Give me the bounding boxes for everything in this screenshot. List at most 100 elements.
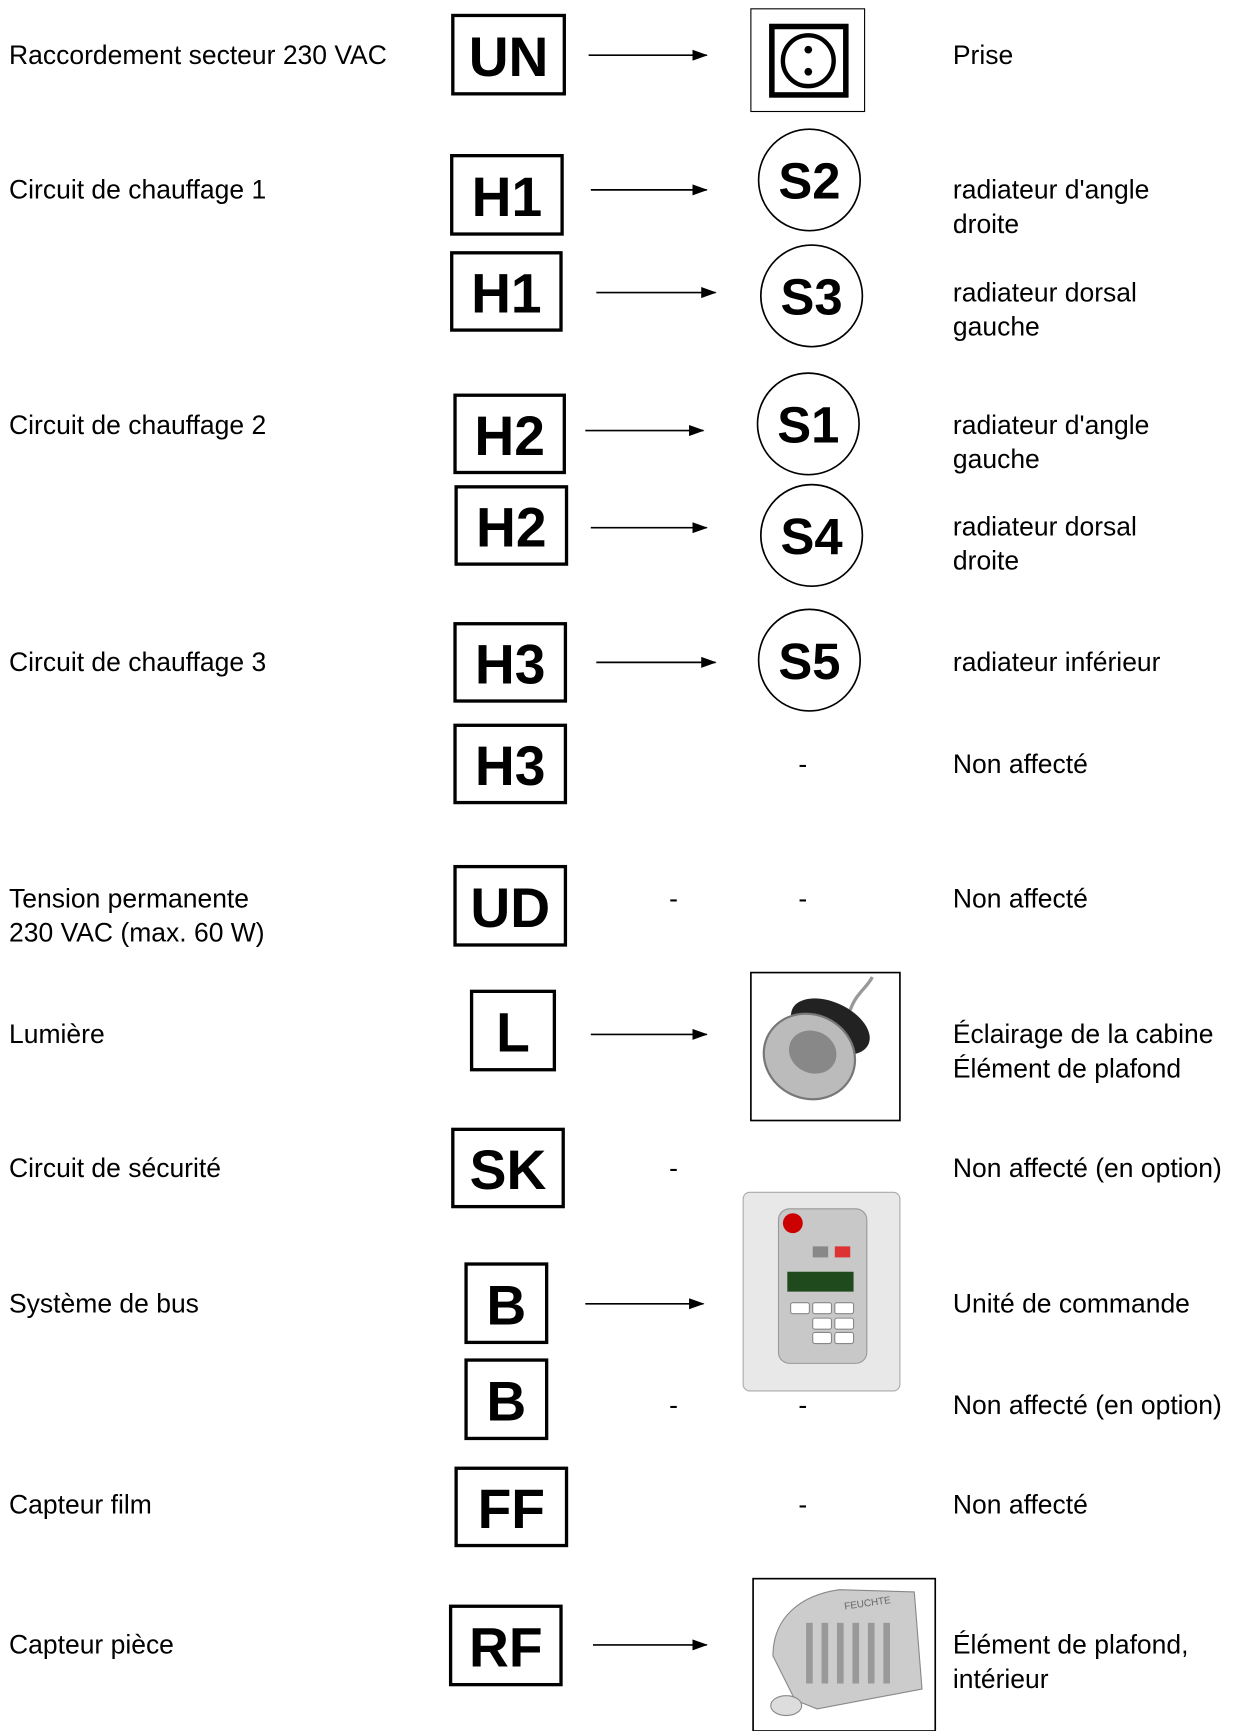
code: FF	[478, 1478, 545, 1540]
description: Non affecté	[953, 1490, 1088, 1520]
code-box	[453, 723, 568, 805]
description: Éclairage de la cabine	[953, 1019, 1214, 1049]
sensor-tab	[770, 1695, 803, 1717]
description: Non affecté	[953, 883, 1088, 913]
panel-btn	[790, 1302, 810, 1315]
sensor-slot	[867, 1622, 875, 1684]
socket-square	[769, 23, 849, 98]
panel-btn	[812, 1317, 833, 1330]
symbol-circle	[757, 608, 862, 712]
description: gauche	[953, 444, 1040, 474]
symbol: S1	[777, 397, 839, 454]
symbol-circle	[759, 244, 864, 348]
code-box	[454, 1466, 569, 1548]
dash: -	[798, 1490, 807, 1520]
sensor-slot	[806, 1622, 813, 1684]
row-label: Raccordement secteur 230 VAC	[9, 40, 387, 70]
code: H1	[471, 263, 542, 325]
row-label: 230 VAC (max. 60 W)	[9, 918, 265, 948]
description: radiateur d'angle	[953, 410, 1149, 440]
lamp-cable	[848, 976, 874, 1011]
code: B	[486, 1274, 526, 1336]
panel-btn	[812, 1302, 833, 1315]
row-label: Circuit de chauffage 3	[9, 647, 266, 677]
row-label: Lumière	[9, 1019, 105, 1049]
row-label: Capteur film	[9, 1490, 152, 1520]
code-box	[450, 251, 563, 332]
symbol: S3	[781, 268, 843, 325]
code-box	[451, 1127, 565, 1209]
symbol-circle	[757, 128, 862, 232]
description: gauche	[953, 312, 1040, 342]
code: H3	[475, 735, 546, 797]
code: H2	[476, 497, 547, 559]
code: UN	[469, 26, 549, 88]
symbol: S5	[778, 633, 840, 690]
sensor-slot	[821, 1622, 829, 1684]
socket-ring	[780, 33, 836, 89]
row-label: Tension permanente	[9, 883, 249, 913]
row-label: Capteur pièce	[9, 1630, 174, 1660]
sensor-slot	[883, 1622, 890, 1684]
symbol-circle	[756, 372, 860, 476]
description: radiateur d'angle	[953, 175, 1149, 205]
code-box	[450, 154, 564, 236]
symbol-circle	[759, 483, 864, 588]
row-label: Système de bus	[9, 1289, 199, 1319]
code-box	[453, 393, 566, 475]
dash: -	[798, 883, 807, 913]
row-label: Circuit de chauffage 2	[9, 410, 266, 440]
panel-btn	[812, 1246, 829, 1258]
socket-pin	[804, 67, 813, 76]
description: Élément de plafond,	[953, 1630, 1189, 1660]
code-box	[469, 989, 557, 1072]
code: UD	[470, 877, 550, 939]
code-box	[453, 864, 568, 947]
symbol: S4	[781, 508, 843, 565]
panel-logo	[782, 1213, 803, 1234]
code-box	[454, 485, 569, 566]
code: SK	[470, 1139, 547, 1201]
sensor-slot	[852, 1622, 860, 1684]
dash: -	[798, 1390, 807, 1420]
dash: -	[669, 1153, 678, 1183]
code-box	[453, 622, 568, 703]
panel-display	[787, 1271, 854, 1292]
code: H1	[472, 166, 543, 228]
dash: -	[798, 749, 807, 779]
code-box	[451, 13, 566, 96]
description: radiateur inférieur	[953, 647, 1161, 677]
code-box	[464, 1262, 549, 1345]
panel-btn	[834, 1302, 855, 1315]
panel-btn	[834, 1317, 855, 1330]
sensor-slot	[836, 1622, 844, 1684]
panel-btn	[812, 1331, 833, 1345]
code: B	[486, 1370, 526, 1432]
panel-btn	[834, 1246, 851, 1258]
description: radiateur dorsal	[953, 277, 1137, 307]
description: Prise	[953, 40, 1013, 70]
row-label: Circuit de chauffage 1	[9, 175, 266, 205]
socket-pin	[804, 45, 813, 54]
dash: -	[669, 883, 678, 913]
code-box	[464, 1358, 549, 1441]
description: droite	[953, 546, 1019, 576]
description: Élément de plafond	[953, 1053, 1181, 1083]
panel-btn	[834, 1331, 855, 1345]
description: Non affecté (en option)	[953, 1390, 1222, 1420]
row-label: Circuit de sécurité	[9, 1153, 221, 1183]
symbol: S2	[778, 153, 840, 210]
description: droite	[953, 209, 1019, 239]
code: L	[496, 1002, 530, 1064]
code: H3	[475, 634, 546, 696]
dash: -	[669, 1390, 678, 1420]
description: radiateur dorsal	[953, 511, 1137, 541]
code: H2	[474, 405, 545, 467]
description: Non affecté (en option)	[953, 1153, 1222, 1183]
code: RF	[469, 1617, 543, 1679]
description: Unité de commande	[953, 1289, 1190, 1319]
code-box	[448, 1604, 563, 1687]
lamp-inner	[788, 1030, 837, 1074]
description: Non affecté	[953, 749, 1088, 779]
